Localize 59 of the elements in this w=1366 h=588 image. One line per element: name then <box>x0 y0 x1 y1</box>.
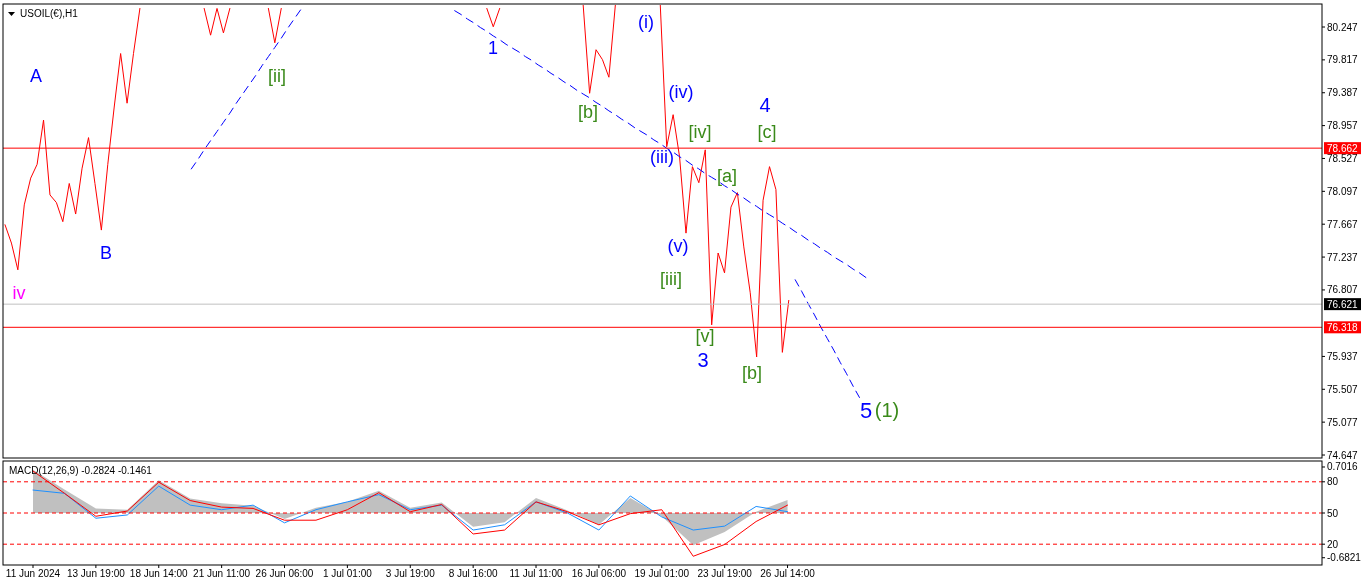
annotation: iv <box>12 283 26 304</box>
y2-tick-label: 80 <box>1327 476 1339 488</box>
annotation: [b] <box>741 363 763 384</box>
annotation: (1) <box>874 399 900 421</box>
x-tick-label: 16 Jul 06:00 <box>571 568 627 579</box>
y-tick-label: 77.237 <box>1327 251 1359 263</box>
annotation: (iii) <box>650 147 674 168</box>
x-tick-label: 19 Jul 01:00 <box>634 568 690 579</box>
annotation: 1 <box>487 38 499 59</box>
y-tick-label: 80.247 <box>1327 21 1359 33</box>
y-tick-label: -0.6821 <box>1327 552 1362 564</box>
annotation: [iii] <box>660 269 682 290</box>
annotation: (iv) <box>668 82 694 103</box>
annotation: [b] <box>577 102 599 123</box>
x-tick-label: 23 Jul 19:00 <box>697 568 753 579</box>
y2-tick-label: 50 <box>1327 507 1339 519</box>
annotation: (i) <box>638 12 654 33</box>
line-series <box>190 9 302 170</box>
annotation: [a] <box>716 166 738 187</box>
annotation: 5 <box>859 397 873 423</box>
annotation: A <box>29 66 43 87</box>
y-tick-label: 79.387 <box>1327 87 1359 99</box>
y-tick-label: 0.7016 <box>1327 461 1359 473</box>
ref-line-label: 76.318 <box>1327 321 1359 333</box>
y-tick-label: 78.527 <box>1327 152 1359 164</box>
line-series <box>32 485 789 531</box>
x-tick-label: 26 Jul 14:00 <box>760 568 816 579</box>
y-tick-label: 76.807 <box>1327 284 1359 296</box>
annotation: 4 <box>759 94 771 116</box>
x-tick-label: 11 Jun 2024 <box>5 568 61 579</box>
x-tick-label: 26 Jun 06:00 <box>255 568 314 579</box>
chart-title: USOIL(€),H1 <box>20 8 79 19</box>
chart-title: MACD(12,26,9) -0.2824 -0.1461 <box>9 465 153 476</box>
y-tick-label: 78.957 <box>1327 120 1359 132</box>
ref-line-label: 78.662 <box>1327 142 1359 154</box>
ref-line-label: 76.621 <box>1327 298 1359 310</box>
y-tick-label: 74.647 <box>1327 449 1359 461</box>
x-tick-label: 11 Jul 11:00 <box>509 568 563 579</box>
line-series <box>794 279 860 398</box>
x-tick-label: 8 Jul 16:00 <box>448 568 499 579</box>
x-tick-label: 21 Jun 11:00 <box>193 568 251 579</box>
x-tick-label: 13 Jun 19:00 <box>66 568 126 579</box>
annotation: [v] <box>695 326 715 347</box>
annotation: [iv] <box>688 122 712 143</box>
y-tick-label: 75.937 <box>1327 350 1359 362</box>
annotation: [ii] <box>268 66 286 87</box>
y-tick-label: 79.817 <box>1327 54 1359 66</box>
x-tick-label: 18 Jun 14:00 <box>129 568 189 579</box>
x-tick-label: 3 Jul 19:00 <box>385 568 436 579</box>
y-tick-label: 75.507 <box>1327 383 1359 395</box>
annotation: [c] <box>757 122 777 143</box>
y-tick-label: 77.667 <box>1327 218 1359 230</box>
annotation: B <box>99 243 113 264</box>
annotation: (v) <box>667 236 689 257</box>
x-tick-label: 1 Jul 01:00 <box>322 568 373 579</box>
y-tick-label: 78.097 <box>1327 185 1359 197</box>
annotation: 3 <box>697 349 709 371</box>
y2-tick-label: 20 <box>1327 538 1339 550</box>
y-tick-label: 75.077 <box>1327 416 1359 428</box>
